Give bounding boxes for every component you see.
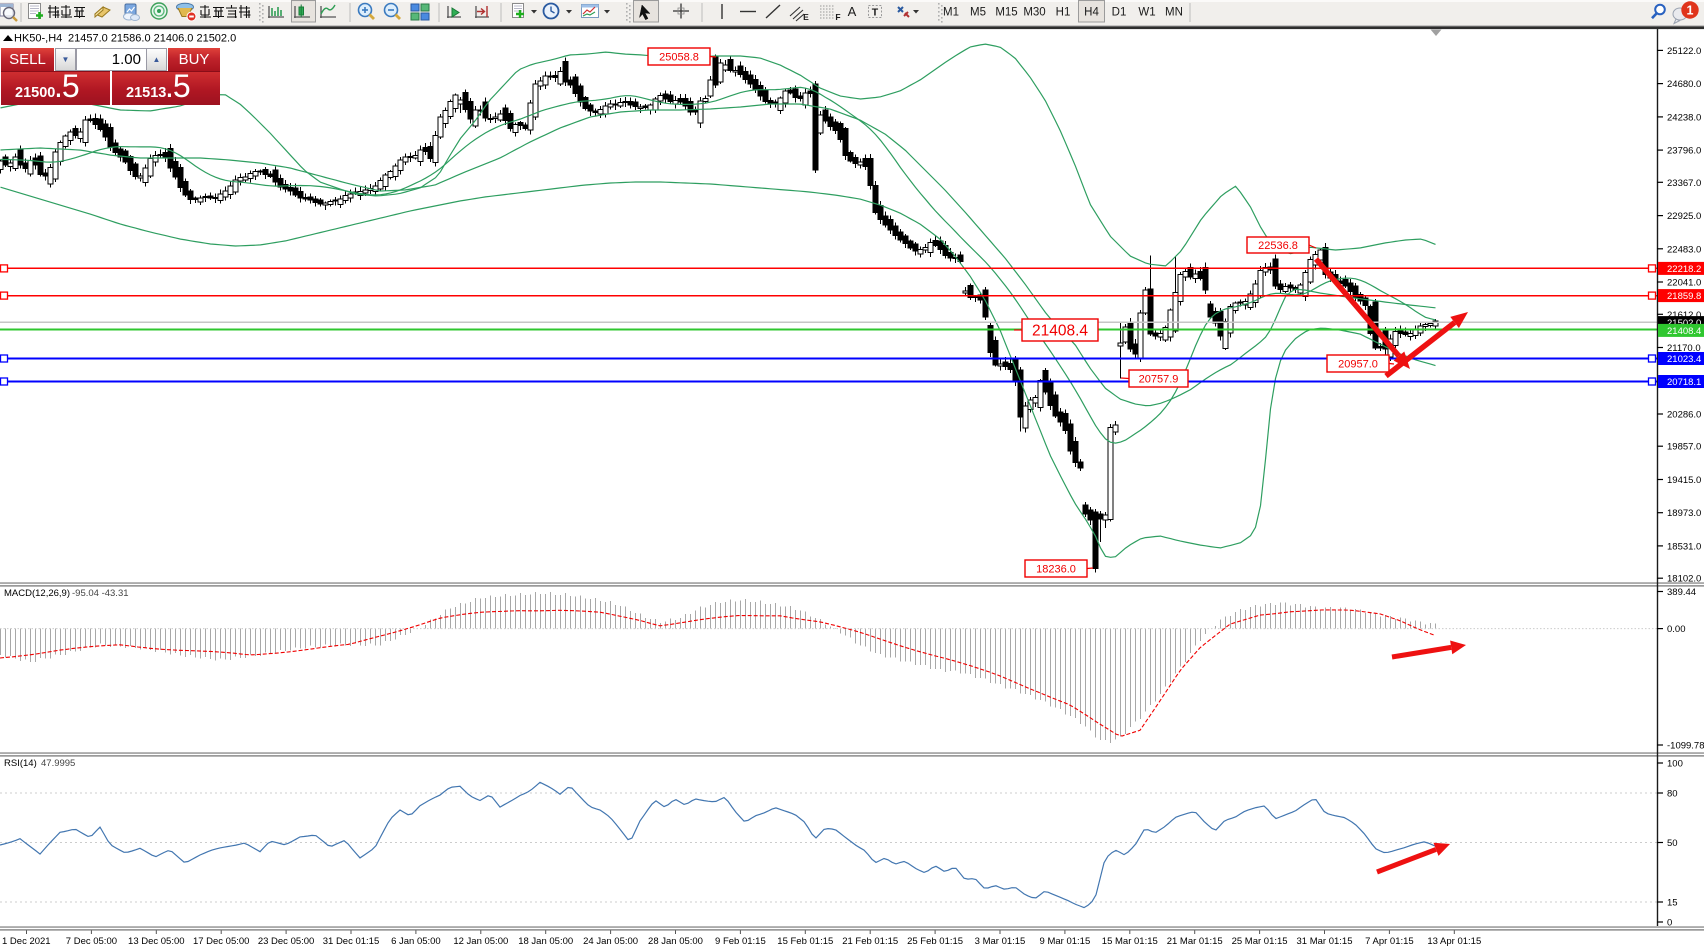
svg-text:24238.0: 24238.0 — [1667, 112, 1701, 123]
svg-text:M5: M5 — [970, 7, 986, 19]
svg-text:21170.0: 21170.0 — [1667, 343, 1701, 354]
svg-text:21457.0 21586.0 21406.0 21502.: 21457.0 21586.0 21406.0 21502.0 — [68, 33, 236, 45]
svg-text:19415.0: 19415.0 — [1667, 475, 1701, 486]
svg-text:22536.8: 22536.8 — [1258, 240, 1298, 252]
svg-text:13 Dec 05:00: 13 Dec 05:00 — [128, 936, 185, 947]
svg-text:15: 15 — [1667, 898, 1678, 909]
svg-text:0: 0 — [1667, 918, 1672, 929]
svg-text:7 Dec 05:00: 7 Dec 05:00 — [66, 936, 117, 947]
svg-text:24 Jan 05:00: 24 Jan 05:00 — [583, 936, 638, 947]
svg-text:50: 50 — [1667, 838, 1678, 849]
svg-text:21502.0: 21502.0 — [1667, 318, 1701, 329]
svg-text:22483.0: 22483.0 — [1667, 244, 1701, 255]
svg-text:22041.0: 22041.0 — [1667, 278, 1701, 289]
svg-text:21408.4: 21408.4 — [1032, 323, 1088, 340]
svg-text:E: E — [803, 12, 809, 22]
svg-text:-95.04 -43.31: -95.04 -43.31 — [72, 588, 129, 599]
svg-text:-1099.78: -1099.78 — [1667, 741, 1704, 752]
svg-text:0.00: 0.00 — [1667, 624, 1686, 635]
svg-text:25122.0: 25122.0 — [1667, 46, 1701, 57]
svg-text:12 Jan 05:00: 12 Jan 05:00 — [453, 936, 508, 947]
svg-text:19857.0: 19857.0 — [1667, 442, 1701, 453]
svg-text:20957.0: 20957.0 — [1338, 359, 1378, 371]
svg-text:9 Feb 01:15: 9 Feb 01:15 — [715, 936, 766, 947]
svg-text:23796.0: 23796.0 — [1667, 146, 1701, 157]
svg-text:31 Dec 01:15: 31 Dec 01:15 — [323, 936, 380, 947]
svg-text:47.9995: 47.9995 — [41, 758, 75, 769]
svg-text:21 Feb 01:15: 21 Feb 01:15 — [842, 936, 898, 947]
svg-text:21023.4: 21023.4 — [1667, 354, 1701, 365]
svg-text:18973.0: 18973.0 — [1667, 508, 1701, 519]
svg-text:21612.0: 21612.0 — [1667, 310, 1701, 321]
svg-text:15 Mar 01:15: 15 Mar 01:15 — [1102, 936, 1158, 947]
svg-text:M1: M1 — [943, 7, 959, 19]
svg-text:22218.2: 22218.2 — [1667, 264, 1701, 275]
svg-text:15 Feb 01:15: 15 Feb 01:15 — [777, 936, 833, 947]
svg-text:3 Mar 01:15: 3 Mar 01:15 — [975, 936, 1026, 947]
svg-text:MACD(12,26,9): MACD(12,26,9) — [4, 588, 70, 599]
svg-text:21 Mar 01:15: 21 Mar 01:15 — [1167, 936, 1223, 947]
svg-text:1: 1 — [1687, 4, 1694, 18]
svg-text:18 Jan 05:00: 18 Jan 05:00 — [518, 936, 573, 947]
svg-text:M30: M30 — [1023, 7, 1045, 19]
svg-text:F: F — [835, 12, 840, 22]
svg-text:RSI(14): RSI(14) — [4, 758, 37, 769]
svg-text:HK50-,H4: HK50-,H4 — [14, 33, 62, 45]
svg-text:21408.4: 21408.4 — [1667, 326, 1701, 337]
svg-text:W1: W1 — [1138, 7, 1155, 19]
svg-text:M15: M15 — [995, 7, 1017, 19]
svg-text:1 Dec 2021: 1 Dec 2021 — [2, 936, 51, 947]
svg-text:7 Apr 01:15: 7 Apr 01:15 — [1365, 936, 1414, 947]
svg-text:25 Feb 01:15: 25 Feb 01:15 — [907, 936, 963, 947]
svg-text:389.44: 389.44 — [1667, 587, 1696, 598]
svg-text:100: 100 — [1667, 759, 1683, 770]
svg-text:MN: MN — [1165, 7, 1183, 19]
svg-text:25 Mar 01:15: 25 Mar 01:15 — [1232, 936, 1288, 947]
svg-text:22925.0: 22925.0 — [1667, 211, 1701, 222]
svg-text:23 Dec 05:00: 23 Dec 05:00 — [258, 936, 315, 947]
svg-text:20286.0: 20286.0 — [1667, 409, 1701, 420]
svg-text:D1: D1 — [1112, 7, 1127, 19]
svg-text:T: T — [872, 7, 879, 19]
svg-text:17 Dec 05:00: 17 Dec 05:00 — [193, 936, 250, 947]
svg-text:21859.8: 21859.8 — [1667, 291, 1701, 302]
svg-text:6 Jan 05:00: 6 Jan 05:00 — [391, 936, 441, 947]
svg-text:23367.0: 23367.0 — [1667, 178, 1701, 189]
svg-text:H1: H1 — [1056, 7, 1071, 19]
svg-text:31 Mar 01:15: 31 Mar 01:15 — [1297, 936, 1353, 947]
svg-text:H4: H4 — [1084, 7, 1099, 19]
svg-text:20757.9: 20757.9 — [1139, 374, 1179, 386]
svg-text:18236.0: 18236.0 — [1036, 564, 1076, 576]
svg-text:20718.1: 20718.1 — [1667, 377, 1701, 388]
svg-text:18531.0: 18531.0 — [1667, 541, 1701, 552]
svg-text:13 Apr 01:15: 13 Apr 01:15 — [1427, 936, 1481, 947]
svg-text:18102.0: 18102.0 — [1667, 574, 1701, 585]
svg-text:9 Mar 01:15: 9 Mar 01:15 — [1040, 936, 1091, 947]
svg-text:28 Jan 05:00: 28 Jan 05:00 — [648, 936, 703, 947]
svg-text:25058.8: 25058.8 — [659, 52, 699, 64]
svg-text:80: 80 — [1667, 789, 1678, 800]
svg-text:24680.0: 24680.0 — [1667, 79, 1701, 90]
svg-text:A: A — [848, 4, 857, 19]
